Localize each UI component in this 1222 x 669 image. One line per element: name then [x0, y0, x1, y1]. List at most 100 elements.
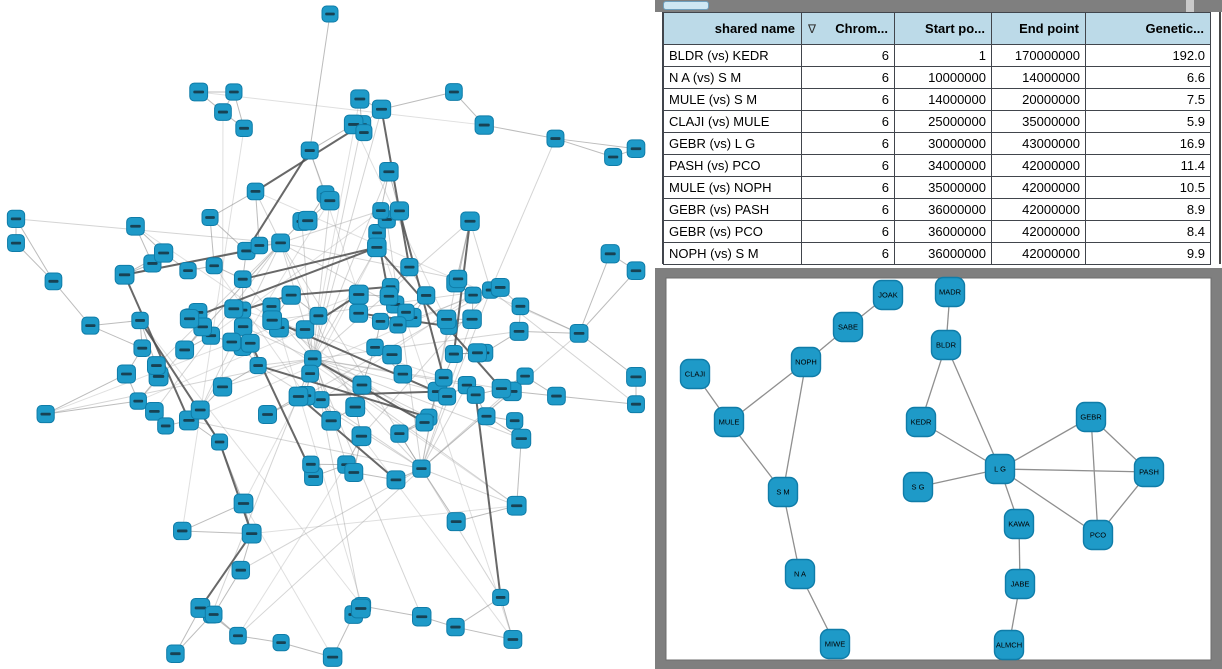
column-header-shared-name[interactable]: shared name	[664, 13, 802, 44]
overview-node[interactable]	[201, 208, 219, 227]
edge-bldr-l-g[interactable]	[945, 344, 1001, 470]
table-cell[interactable]: 6	[802, 155, 895, 176]
node-pco[interactable]: PCO	[1082, 519, 1114, 551]
overview-node[interactable]	[464, 286, 482, 304]
overview-node[interactable]	[345, 397, 366, 417]
node-kawa[interactable]: KAWA	[1003, 508, 1035, 540]
node-shape[interactable]	[1082, 519, 1114, 551]
table-cell[interactable]: 42000000	[992, 177, 1086, 198]
table-cell[interactable]: 20000000	[992, 89, 1086, 110]
table-cell[interactable]: 35000000	[895, 177, 992, 198]
overview-node[interactable]	[153, 243, 174, 263]
overview-node[interactable]	[462, 309, 482, 330]
overview-node[interactable]	[304, 350, 322, 368]
overview-node[interactable]	[446, 617, 465, 637]
overview-node[interactable]	[231, 560, 251, 580]
table-cell[interactable]: 6	[802, 133, 895, 154]
node-shape[interactable]	[713, 406, 745, 438]
node-pash[interactable]: PASH	[1133, 456, 1165, 488]
overview-node[interactable]	[371, 99, 392, 119]
node-shape[interactable]	[905, 406, 937, 438]
column-header-chrom[interactable]: ∇ Chrom...	[802, 13, 895, 44]
table-cell[interactable]: 14000000	[992, 67, 1086, 88]
table-cell[interactable]: 6	[802, 89, 895, 110]
overview-node[interactable]	[434, 368, 453, 387]
table-cell[interactable]: 6.6	[1086, 67, 1211, 88]
overview-node[interactable]	[262, 310, 283, 331]
overview-node[interactable]	[389, 316, 407, 334]
table-cell[interactable]: 1	[895, 45, 992, 66]
node-shape[interactable]	[1075, 401, 1107, 433]
edge-gebr-pco[interactable]	[1090, 416, 1099, 536]
table-cell[interactable]: MULE (vs) NOPH	[664, 177, 802, 198]
overview-node[interactable]	[446, 512, 466, 532]
node-claji[interactable]: CLAJI	[679, 358, 711, 390]
table-row[interactable]: MULE (vs) NOPH 6 35000000 42000000 10.5	[664, 177, 1211, 199]
table-cell[interactable]: 8.9	[1086, 199, 1211, 220]
overview-node[interactable]	[412, 607, 432, 627]
overview-node[interactable]	[352, 375, 372, 395]
overview-node[interactable]	[205, 257, 223, 275]
overview-node[interactable]	[379, 286, 399, 306]
overview-node[interactable]	[491, 378, 512, 399]
node-shape[interactable]	[1003, 508, 1035, 540]
overview-node[interactable]	[241, 523, 262, 544]
overview-node[interactable]	[344, 463, 364, 482]
table-horizontal-scrollbar[interactable]	[655, 0, 1222, 12]
overview-node[interactable]	[416, 286, 436, 305]
edge-l-g-gebr[interactable]	[999, 416, 1092, 470]
table-row[interactable]: MULE (vs) S M 6 14000000 20000000 7.5	[664, 89, 1211, 111]
table-cell[interactable]: 6	[802, 221, 895, 242]
overview-node[interactable]	[295, 320, 315, 339]
table-cell[interactable]: GEBR (vs) PCO	[664, 221, 802, 242]
table-cell[interactable]: 36000000	[895, 243, 992, 264]
node-shape[interactable]	[930, 329, 962, 361]
table-cell[interactable]: 192.0	[1086, 45, 1211, 66]
overview-network-canvas[interactable]	[0, 0, 655, 669]
table-cell[interactable]: 10.5	[1086, 177, 1211, 198]
overview-node[interactable]	[467, 343, 488, 363]
overview-node[interactable]	[116, 364, 136, 384]
node-noph[interactable]: NOPH	[790, 346, 822, 378]
overview-node[interactable]	[626, 139, 646, 159]
overview-node[interactable]	[235, 119, 253, 138]
table-cell[interactable]: 6	[802, 199, 895, 220]
table-cell[interactable]: 6	[802, 67, 895, 88]
overview-node[interactable]	[546, 129, 565, 148]
overview-node[interactable]	[460, 211, 480, 232]
overview-node[interactable]	[393, 364, 413, 384]
overview-node[interactable]	[506, 412, 524, 430]
node-madr[interactable]: MADR	[934, 276, 966, 308]
table-cell[interactable]: CLAJI (vs) MULE	[664, 111, 802, 132]
overview-node[interactable]	[281, 285, 301, 305]
table-cell[interactable]: 36000000	[895, 199, 992, 220]
overview-node[interactable]	[212, 377, 233, 397]
detail-network-canvas[interactable]: JOAK MADR SABE BLDR NOPH CLAJI MULE KEDR GEBR L G…	[655, 268, 1222, 669]
overview-node[interactable]	[350, 89, 370, 109]
table-row[interactable]: NOPH (vs) S M 6 36000000 42000000 9.9	[664, 243, 1211, 265]
node-shape[interactable]	[1133, 456, 1165, 488]
overview-node[interactable]	[36, 404, 55, 424]
node-gebr[interactable]: GEBR	[1075, 401, 1107, 433]
node-joak[interactable]: JOAK	[872, 279, 904, 311]
overview-node[interactable]	[302, 455, 320, 473]
node-mule[interactable]: MULE	[713, 406, 745, 438]
overview-node[interactable]	[288, 386, 309, 407]
table-cell[interactable]: 25000000	[895, 111, 992, 132]
overview-node[interactable]	[389, 201, 410, 221]
overview-node[interactable]	[233, 270, 252, 288]
overview-node[interactable]	[204, 605, 223, 624]
overview-node[interactable]	[211, 433, 229, 451]
table-cell[interactable]: BLDR (vs) KEDR	[664, 45, 802, 66]
overview-node[interactable]	[229, 626, 247, 645]
overview-node[interactable]	[516, 367, 534, 385]
table-cell[interactable]: 7.5	[1086, 89, 1211, 110]
node-shape[interactable]	[984, 453, 1016, 485]
overview-node[interactable]	[133, 339, 152, 357]
overview-node[interactable]	[448, 269, 468, 289]
table-row[interactable]: PASH (vs) PCO 6 34000000 42000000 11.4	[664, 155, 1211, 177]
overview-node[interactable]	[350, 598, 371, 619]
table-cell[interactable]: GEBR (vs) L G	[664, 133, 802, 154]
node-almch[interactable]: ALMCH	[993, 629, 1025, 661]
node-shape[interactable]	[819, 628, 851, 660]
